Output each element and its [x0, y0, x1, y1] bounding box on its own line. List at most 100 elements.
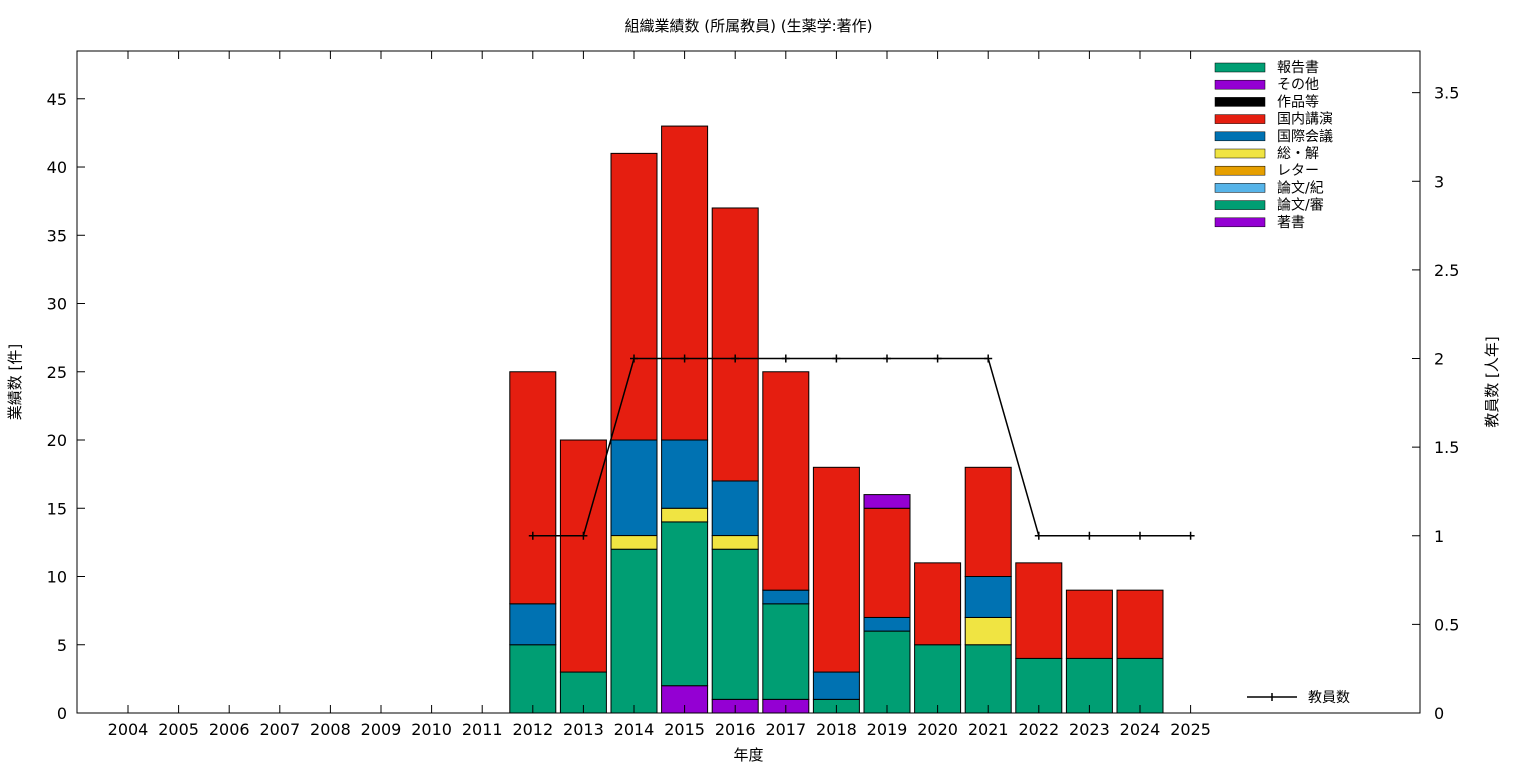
y2-tick-label: 1.5 [1434, 438, 1459, 457]
bar-2012-国内講演 [509, 371, 557, 605]
legend-swatch [1214, 62, 1266, 73]
legend-label: 著書 [1277, 215, 1305, 231]
bar-2017-論文/審 [762, 603, 810, 700]
bar-2022-論文/審 [1015, 657, 1063, 714]
y-axis-label: 業績数 [件] [6, 344, 24, 420]
bar-2016-論文/審 [711, 548, 759, 700]
x-tick-label: 2015 [664, 720, 705, 739]
bar-2024-国内講演 [1116, 589, 1164, 659]
x-tick-label: 2006 [209, 720, 250, 739]
x-tick-label: 2011 [462, 720, 503, 739]
legend-swatch [1214, 165, 1266, 176]
x-axis-label: 年度 [733, 746, 763, 764]
legend-label: 作品等 [1277, 93, 1319, 110]
x-tick-label: 2018 [816, 720, 857, 739]
x-tick-label: 2020 [917, 720, 958, 739]
bar-2021-総・解 [964, 616, 1012, 646]
legend-label: 論文/紀 [1277, 180, 1324, 196]
x-tick-label: 2022 [1018, 720, 1059, 739]
teacher-line-layer [528, 354, 1195, 540]
bar-2014-国際会議 [610, 439, 658, 537]
y2-axis-label: 教員数 [人年] [1483, 336, 1501, 427]
bar-2014-論文/審 [610, 548, 658, 714]
bar-2016-国内講演 [711, 207, 759, 482]
bar-2018-国際会議 [812, 671, 860, 700]
bar-2016-総・解 [711, 535, 759, 550]
y-tick-label: 40 [47, 158, 67, 177]
chart-title: 組織業績数 (所属教員) (生薬学:著作) [625, 17, 873, 35]
legend-label: 国際会議 [1277, 128, 1333, 145]
x-tick-label: 2004 [108, 720, 149, 739]
legend-label-line: 教員数 [1308, 690, 1350, 706]
bar-2020-国内講演 [914, 562, 962, 646]
x-tick-label: 2014 [614, 720, 655, 739]
bar-2019-国内講演 [863, 507, 911, 618]
plot-frame [76, 50, 1421, 714]
y-tick-label: 0 [57, 704, 67, 723]
y2-tick-label: 3 [1434, 172, 1444, 191]
legend-label: 総・解 [1277, 146, 1319, 162]
bar-2016-国際会議 [711, 480, 759, 537]
bar-2019-論文/審 [863, 630, 911, 714]
y-tick-label: 20 [47, 431, 67, 450]
x-tick-label: 2009 [361, 720, 402, 739]
y-tick-label: 5 [57, 636, 67, 655]
bar-2017-国内講演 [762, 371, 810, 591]
x-tick-label: 2012 [512, 720, 553, 739]
legend-label: 報告書 [1277, 60, 1319, 76]
bar-2021-論文/審 [964, 644, 1012, 714]
bar-2015-論文/審 [661, 521, 709, 687]
legend-swatch [1214, 97, 1266, 107]
x-tick-label: 2013 [563, 720, 604, 739]
x-tick-label: 2010 [411, 720, 452, 739]
x-tick-label: 2016 [715, 720, 756, 739]
bar-2015-国内講演 [661, 125, 709, 441]
x-tick-label: 2023 [1069, 720, 1110, 739]
legend-swatch [1214, 79, 1266, 90]
bar-2012-論文/審 [509, 644, 557, 714]
bar-2014-国内講演 [610, 152, 658, 441]
bar-2021-国内講演 [964, 466, 1012, 578]
bar-2013-国内講演 [559, 439, 607, 673]
legend-swatch [1214, 200, 1266, 210]
bar-2015-国際会議 [661, 439, 709, 509]
x-tick-label: 2007 [259, 720, 300, 739]
legend-swatch [1214, 183, 1266, 193]
x-tick-label: 2025 [1170, 720, 1211, 739]
bar-2019-その他 [863, 494, 911, 509]
y-tick-label: 30 [47, 295, 67, 314]
bars-layer [509, 125, 1164, 714]
bar-2020-論文/審 [914, 644, 962, 714]
bar-2017-国際会議 [762, 589, 810, 605]
y-tick-label: 15 [47, 499, 67, 518]
legend-swatch [1214, 148, 1266, 159]
y2-tick-label: 1 [1434, 527, 1444, 546]
y2-tick-label: 2.5 [1434, 261, 1459, 280]
bar-2019-国際会議 [863, 616, 911, 632]
legend-label: 国内講演 [1277, 112, 1333, 128]
y-tick-label: 45 [47, 90, 67, 109]
legend-label: その他 [1277, 77, 1319, 93]
y-tick-label: 25 [47, 363, 67, 382]
bar-2015-総・解 [661, 507, 709, 523]
x-tick-label: 2019 [867, 720, 908, 739]
x-tick-label: 2005 [158, 720, 199, 739]
bar-2014-総・解 [610, 535, 658, 550]
x-tick-label: 2024 [1120, 720, 1161, 739]
y-tick-label: 35 [47, 226, 67, 245]
x-tick-label: 2008 [310, 720, 351, 739]
bar-2022-国内講演 [1015, 562, 1063, 659]
legend-label: レター [1277, 163, 1319, 179]
bar-2023-論文/審 [1065, 657, 1113, 714]
legend-label: 論文/審 [1277, 198, 1324, 214]
legend-swatch [1214, 131, 1266, 142]
bar-2018-国内講演 [812, 466, 860, 673]
legend-swatch [1214, 217, 1266, 228]
y2-tick-label: 3.5 [1434, 84, 1459, 103]
y2-tick-label: 2 [1434, 350, 1444, 369]
legend-swatch [1214, 114, 1266, 124]
x-tick-label: 2017 [765, 720, 806, 739]
y2-tick-label: 0 [1434, 704, 1444, 723]
